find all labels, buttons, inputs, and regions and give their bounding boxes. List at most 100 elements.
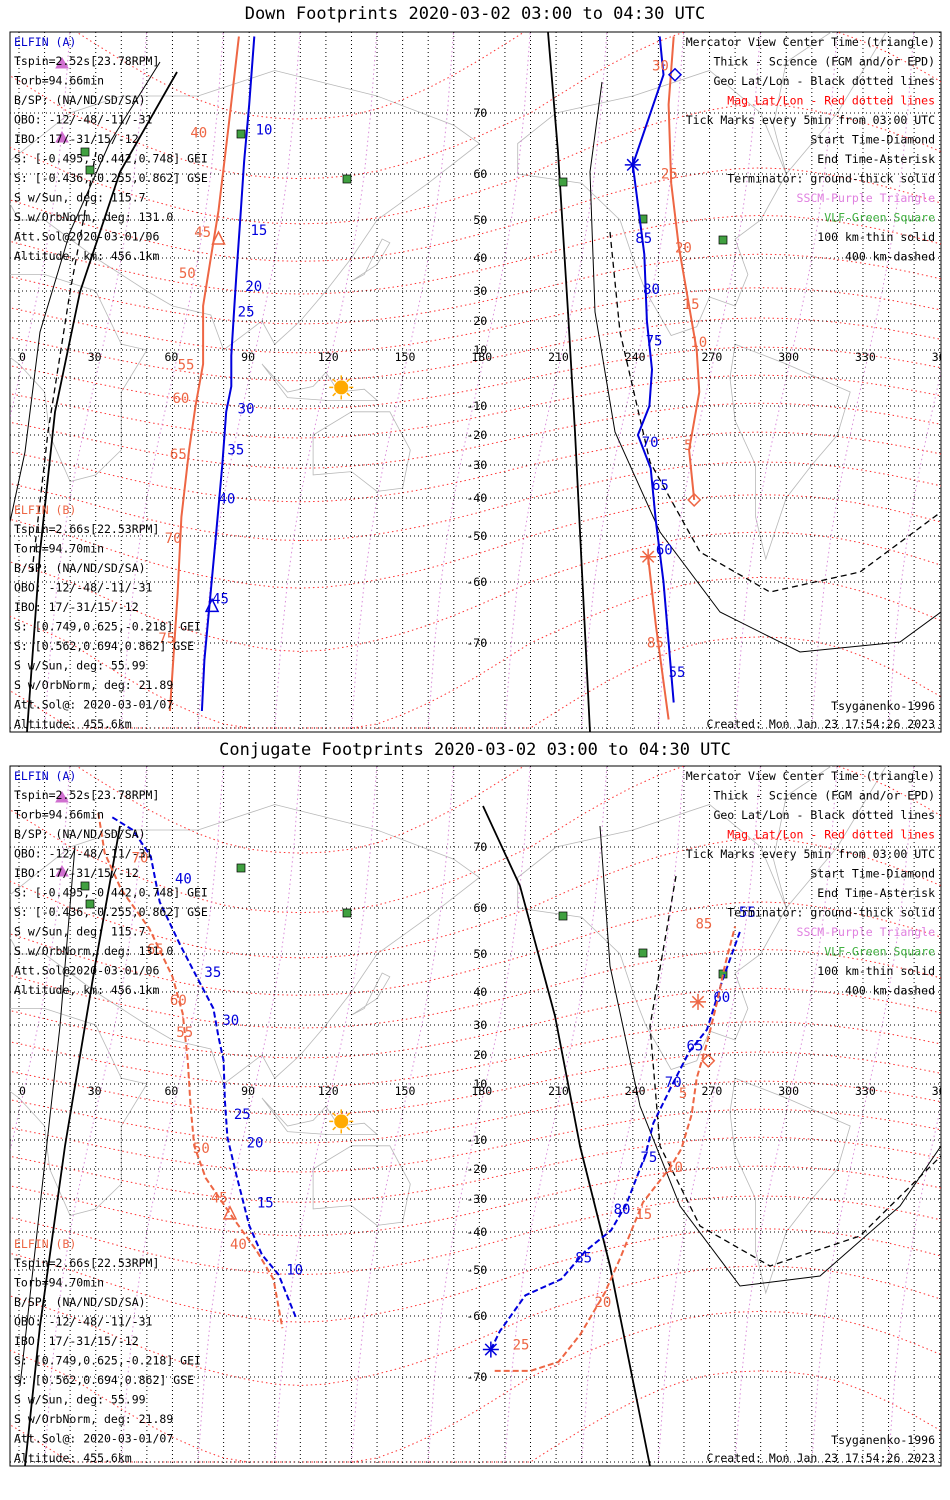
elfin-a-tick-label: 25 (238, 305, 255, 321)
elfin-b-tick-label: 50 (179, 266, 196, 282)
elfin-b-tick-label: 45 (194, 225, 211, 241)
terminator (10, 32, 941, 732)
lon-tick-label: 240 (625, 1084, 646, 1098)
lat-tick-label: 20 (473, 314, 487, 328)
elfin-a-info-line: Torb=94.66min (14, 808, 104, 822)
vlf-green-square (236, 863, 246, 873)
legend-item: SSCM-Purple Triangle (797, 191, 936, 205)
lat-tick-label: -50 (466, 1263, 487, 1277)
elfin-b-info-line: S w/Sun, deg: 55.99 (14, 659, 146, 673)
elfin-b-info-line: OBO: -12/-48/-11/-31 (14, 581, 153, 595)
elfin-a-tick-label: 80 (643, 282, 660, 298)
mag-lat-line (10, 1136, 941, 1203)
elfin-a-info-line: Tspin=2.52s[23.78RPM] (14, 788, 159, 802)
elfin-b-tick-label: 5 (679, 1086, 687, 1102)
lat-tick-label: 40 (473, 251, 487, 265)
center-time-triangle (204, 597, 220, 613)
lat-tick-label: -30 (466, 1192, 487, 1206)
lon-tick-label: 60 (164, 1084, 178, 1098)
sun-icon (329, 375, 354, 400)
elfin-b-tick-label: 30 (652, 59, 669, 75)
elfin-b-info-line: IBO: 17/-31/15/-12 (14, 1334, 139, 1348)
legend-item: Geo Lat/Lon - Black dotted lines (713, 74, 935, 88)
elfin-a-tick-label: 30 (222, 1013, 239, 1029)
elfin-b-tick-label: 5 (684, 438, 692, 454)
terminator-400km (31, 151, 97, 573)
lat-tick-label: -20 (466, 428, 487, 442)
legend-item: Geo Lat/Lon - Black dotted lines (713, 808, 935, 822)
down-footprints-panel: 0 30 60 90 120 150 180 210 240 270 300 330 360 70 60 50… (9, 31, 942, 733)
lon-tick-label: 330 (855, 350, 876, 364)
elfin-b-tick-label: 45 (211, 1190, 228, 1206)
lat-tick-label: 20 (473, 1048, 487, 1062)
elfin-a-tick-label: 85 (635, 231, 652, 247)
elfin-b-tick-label: 70 (165, 531, 182, 547)
vlf-green-square (638, 948, 648, 958)
end-time-asterisk (624, 156, 641, 173)
mag-lat-line (10, 32, 941, 180)
elfin-b-info-line: S: [0.562,0.694,0.862] GSE (14, 639, 194, 653)
elfin-b-tick-label: 40 (190, 125, 207, 141)
elfin-a-tick-label: 35 (227, 443, 244, 459)
elfin-b-tick-label: 55 (176, 1025, 193, 1041)
elfin-a-tick-label: 80 (614, 1202, 631, 1218)
legend-item: Mercator View Center Time (triangle) (686, 769, 935, 783)
model-label: Tsyganenko-1996 (831, 1433, 935, 1447)
elfin-a-tick-label: 70 (642, 435, 659, 451)
legend-item: 400 km-dashed (845, 984, 935, 998)
lon-tick-label: 360 (932, 1084, 950, 1098)
start-time-diamond (687, 492, 702, 507)
elfin-a-tick-label: 55 (669, 665, 686, 681)
lat-tick-label: -40 (466, 491, 487, 505)
elfin-b-tick-label: 65 (170, 447, 187, 463)
elfin-b-tick-label: 70 (132, 850, 149, 866)
elfin-b-info-line: Tspin=2.66s[22.53RPM] (14, 1256, 159, 1270)
vlf-stations (80, 863, 728, 979)
elfin-b-info-line: Att.Sol@: 2020-03-01/07 (14, 698, 173, 712)
vlf-green-square (80, 147, 90, 157)
elfin-a-track (200, 36, 256, 712)
lon-tick-label: 120 (318, 1084, 339, 1098)
vlf-green-square (236, 129, 246, 139)
lon-tick-label: 90 (241, 1084, 255, 1098)
panel-title-conjugate: Conjugate Footprints 2020-03-02 03:00 to… (219, 740, 731, 760)
elfin-b-info: ELFIN (B) Tspin=2.66s[22.53RPM] Torb=94.70… (14, 503, 201, 731)
lat-tick-label: 30 (473, 284, 487, 298)
lon-tick-label: 240 (625, 350, 646, 364)
elfin-a-tick-label: 15 (250, 223, 267, 239)
elfin-a-tick-label: 75 (646, 334, 663, 350)
elfin-a-tick-label: 10 (286, 1263, 303, 1279)
elfin-a-info-line: S w/OrbNorm, deg: 131.0 (14, 210, 173, 224)
elfin-b-tick-label: 20 (675, 240, 692, 256)
lat-tick-label: 40 (473, 985, 487, 999)
lon-tick-label: 0 (19, 350, 26, 364)
elfin-b-tick-label: 85 (695, 917, 712, 933)
legend-item: 100 km-thin solid (817, 230, 935, 244)
mag-lat-line (10, 1195, 941, 1276)
elfin-a-info-line: S w/Sun, deg: 115.7 (14, 191, 146, 205)
lat-tick-label: -50 (466, 529, 487, 543)
lon-tick-label: 210 (548, 1084, 569, 1098)
lon-tick-label: 120 (318, 350, 339, 364)
lon-tick-label: 300 (778, 350, 799, 364)
legend-item: Mag Lat/Lon - Red dotted lines (727, 828, 935, 842)
lon-tick-label: 180 (471, 1084, 492, 1098)
terminator (19, 805, 941, 1466)
mag-lat-line (10, 402, 941, 469)
elfin-b-info-line: Att.Sol@: 2020-03-01/07 (14, 1432, 173, 1446)
legend-item: Thick - Science (FGM and/or EPD) (713, 789, 935, 803)
elfin-a-info-line: OBO: -12/-48/-11/-31 (14, 113, 153, 127)
conjugate-footprints-panel: 0 30 60 90 120 150 180 210 240 270 300 330 360 70 60 50… (9, 765, 950, 1467)
landmass-outline (729, 343, 851, 561)
lon-tick-label: 300 (778, 1084, 799, 1098)
legend: Mercator View Center Time (triangle) Thic… (686, 769, 935, 998)
lon-tick-label: 0 (19, 1084, 26, 1098)
legend: Mercator View Center Time (triangle) Thic… (686, 35, 935, 264)
lat-tick-label: -30 (466, 458, 487, 472)
legend-item: Tick Marks every 5min from 03:00 UTC (686, 113, 935, 127)
terminator-ground (24, 825, 121, 1466)
elfin-a-tick-label: 10 (256, 122, 273, 138)
mag-lat-line (10, 837, 941, 959)
legend-item: Mag Lat/Lon - Red dotted lines (727, 94, 935, 108)
